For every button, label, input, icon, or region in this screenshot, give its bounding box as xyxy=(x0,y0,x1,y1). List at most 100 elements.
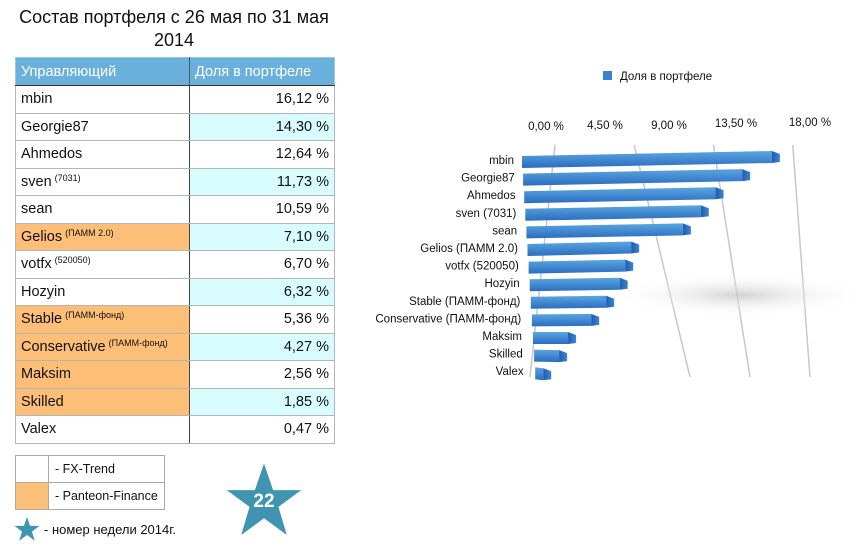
share-value-cell: 0,47 % xyxy=(189,415,335,444)
x-tick-label: 4,50 % xyxy=(587,120,623,132)
legend-swatch-panteon-finance xyxy=(15,482,49,510)
manager-name: Valex xyxy=(21,421,57,438)
table-row: sean 10,59 % xyxy=(15,195,335,224)
table-row: Maksim 2,56 % xyxy=(15,360,335,389)
bar xyxy=(533,332,577,344)
manager-name-cell: mbin xyxy=(15,85,190,114)
table-row: Ahmedos 12,64 % xyxy=(15,140,335,169)
bar xyxy=(530,295,615,309)
share-value-cell: 5,36 % xyxy=(189,305,335,334)
manager-name-cell: Conservative (ПАММ-фонд) xyxy=(15,332,190,361)
bar-shadow xyxy=(610,273,867,317)
manager-name: Skilled xyxy=(21,393,64,410)
manager-name-cell: Ahmedos xyxy=(15,140,190,169)
bar xyxy=(529,277,628,292)
bar xyxy=(527,241,640,256)
share-value-cell: 16,12 % xyxy=(189,85,335,114)
category-label: Stable (ПАММ-фонд) xyxy=(409,296,520,308)
table-row: Skilled 1,85 % xyxy=(15,387,335,416)
share-value-cell: 11,73 % xyxy=(189,167,335,196)
manager-name: Conservative xyxy=(21,338,106,355)
bar xyxy=(522,151,780,168)
share-value-cell: 6,70 % xyxy=(189,250,335,279)
week-number-badge: 22 xyxy=(226,462,302,538)
share-value-cell: 2,56 % xyxy=(189,360,335,389)
x-tick-label: 0,00 % xyxy=(528,121,564,133)
manager-name: Maksim xyxy=(21,366,71,383)
share-value-cell: 7,10 % xyxy=(189,222,335,251)
category-label: Valex xyxy=(496,366,524,378)
manager-name-cell: Valex xyxy=(15,415,190,444)
manager-name-cell: Maksim xyxy=(15,360,190,389)
x-tick-label: 9,00 % xyxy=(651,120,687,132)
table-row: Stable (ПАММ-фонд) 5,36 % xyxy=(15,305,335,334)
column-header-manager: Управляющий xyxy=(15,57,190,86)
gridline xyxy=(633,144,691,378)
page-title: Состав портфеля с 26 мая по 31 мая 2014 xyxy=(19,7,329,50)
legend-label: Доля в портфеле xyxy=(620,71,712,83)
category-label: mbin xyxy=(489,155,514,167)
manager-name: sven xyxy=(21,173,52,190)
manager-name: Ahmedos xyxy=(21,146,83,163)
company-legend: - FX-Trend - Panteon-Finance xyxy=(15,455,165,510)
category-label: Ahmedos xyxy=(467,190,516,202)
gridline xyxy=(792,144,811,378)
manager-name: votfx xyxy=(21,256,52,273)
category-label: sven (7031) xyxy=(456,208,517,220)
bar xyxy=(531,313,600,327)
category-label: Maksim xyxy=(482,331,522,343)
manager-name-cell: Georgie87 xyxy=(15,112,190,141)
star-icon xyxy=(14,517,40,541)
category-label: Conservative (ПАММ-фонд) xyxy=(375,313,521,325)
bar-chart: mbin Georgie87 Ahmedos sven (7031) sean Gelio… xyxy=(375,71,867,381)
category-label: Hozyin xyxy=(484,278,519,290)
manager-name: Georgie87 xyxy=(21,118,89,135)
star-icon xyxy=(226,463,302,535)
manager-name-cell: Hozyin xyxy=(15,277,190,306)
week-number: 22 xyxy=(253,491,275,512)
bar xyxy=(524,187,724,204)
table-row: Conservative (ПАММ-фонд) 4,27 % xyxy=(15,332,335,361)
column-header-share: Доля в портфеле xyxy=(189,57,335,86)
legend-label: - Panteon-Finance xyxy=(48,482,165,510)
manager-name-cell: sven (7031) xyxy=(15,167,190,196)
manager-note: (ПАММ-фонд) xyxy=(65,310,125,321)
legend-item-fx-trend: - FX-Trend xyxy=(15,455,165,483)
category-label: sean xyxy=(492,225,517,237)
table-header-row: Управляющий Доля в портфеле xyxy=(15,57,335,86)
manager-name: Gelios xyxy=(21,228,63,245)
table-row: Hozyin 6,32 % xyxy=(15,277,335,306)
manager-note: (ПАММ-фонд) xyxy=(108,337,168,348)
x-tick-label: 18,00 % xyxy=(789,117,831,129)
manager-name-cell: sean xyxy=(15,195,190,224)
bar xyxy=(525,205,709,221)
table-row: Georgie87 14,30 % xyxy=(15,112,335,141)
category-label: votfx (520050) xyxy=(445,261,519,273)
table-row: votfx (520050) 6,70 % xyxy=(15,250,335,279)
gridline xyxy=(712,144,751,378)
legend-swatch xyxy=(603,71,612,80)
legend-label: - FX-Trend xyxy=(48,455,165,483)
table-row: mbin 16,12 % xyxy=(15,85,335,114)
manager-name: mbin xyxy=(21,91,53,108)
share-value-cell: 10,59 % xyxy=(189,195,335,224)
share-value-cell: 12,64 % xyxy=(189,140,335,169)
manager-note: (7031) xyxy=(54,172,81,183)
manager-note: (520050) xyxy=(54,255,91,266)
table-row: sven (7031) 11,73 % xyxy=(15,167,335,196)
legend-swatch-fx-trend xyxy=(15,455,49,483)
share-value-cell: 4,27 % xyxy=(189,332,335,361)
category-label: Skilled xyxy=(489,349,523,361)
manager-name: sean xyxy=(21,201,53,218)
bar xyxy=(523,169,751,186)
manager-name-cell: Gelios (ПАММ 2.0) xyxy=(15,222,190,251)
table-row: Valex 0,47 % xyxy=(15,415,335,444)
portfolio-table: Управляющий Доля в портфеле mbin 16,12 % G… xyxy=(15,57,335,444)
bar xyxy=(535,367,552,381)
x-tick-label: 13,50 % xyxy=(715,118,757,130)
manager-name-cell: Skilled xyxy=(15,387,190,416)
share-value-cell: 6,32 % xyxy=(189,277,335,306)
share-value-cell: 1,85 % xyxy=(189,387,335,416)
week-legend-label: - номер недели 2014г. xyxy=(44,521,177,537)
manager-name: Stable xyxy=(21,311,63,328)
